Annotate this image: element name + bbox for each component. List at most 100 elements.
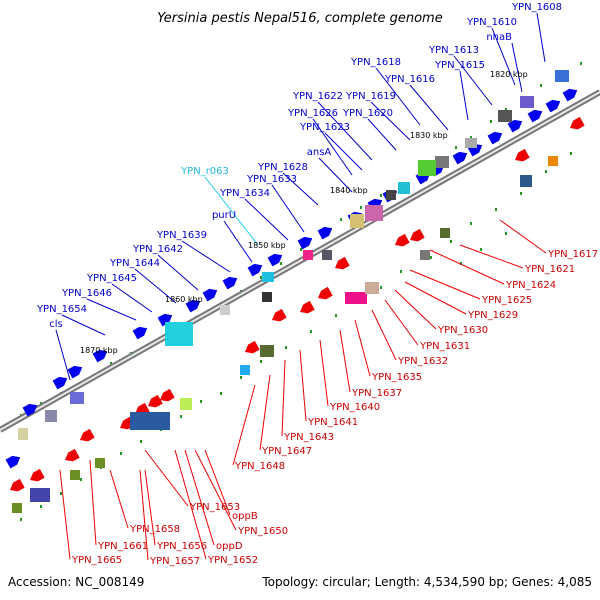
- forward-gene: [222, 276, 238, 290]
- forward-gene: [507, 119, 523, 133]
- gene-block: [70, 392, 84, 404]
- label-leader: [499, 219, 547, 254]
- gene-label: YPN_r063: [180, 166, 229, 177]
- noncoding-mark: [400, 270, 402, 273]
- gene-label: YPN_1616: [384, 74, 435, 85]
- noncoding-mark: [340, 218, 342, 221]
- gene-block: [440, 228, 450, 238]
- kbp-tick-label: 1830 kbp: [410, 131, 448, 140]
- label-leader: [312, 118, 353, 176]
- noncoding-mark: [180, 415, 182, 418]
- noncoding-mark: [200, 400, 202, 403]
- gene-block: [262, 292, 272, 302]
- reverse-gene: [335, 256, 350, 270]
- label-leader: [271, 184, 305, 233]
- forward-gene: [52, 376, 68, 390]
- gene-block: [465, 138, 477, 148]
- gene-block: [220, 305, 230, 315]
- gene-label: YPN_1653: [189, 502, 240, 513]
- label-leader: [144, 469, 156, 546]
- forward-gene: [297, 236, 313, 250]
- gene-label: YPN_1617: [547, 249, 598, 260]
- gene-label: YPN_1632: [397, 356, 448, 367]
- forward-gene: [527, 109, 543, 123]
- noncoding-mark: [380, 286, 382, 289]
- forward-gene: [185, 299, 201, 313]
- reverse-gene: [160, 388, 175, 402]
- gene-label: purU: [212, 210, 236, 221]
- accession-text: Accession: NC_008149: [8, 575, 144, 589]
- gene-labels-bottom: YPN_1617 YPN_1621 YPN_1624 YPN_1625 YPN_1629…: [71, 249, 598, 567]
- forward-gene: [487, 131, 503, 145]
- gene-label: YPN_1620: [342, 108, 393, 119]
- gene-label: YPN_1643: [283, 432, 334, 443]
- forward-gene: [67, 365, 83, 379]
- gene-label: YPN_1624: [505, 280, 556, 291]
- label-leader: [109, 469, 129, 529]
- label-leader: [299, 349, 307, 422]
- label-leader: [394, 289, 437, 330]
- reverse-gene: [515, 148, 530, 162]
- label-leader: [184, 449, 215, 546]
- label-leader: [409, 84, 449, 131]
- label-leader: [232, 384, 256, 466]
- label-leader: [339, 329, 351, 393]
- gene-block: [240, 365, 250, 375]
- gene-label: YPN_1640: [329, 402, 380, 413]
- gene-label: YPN_1650: [237, 526, 288, 537]
- gene-block: [498, 110, 512, 122]
- forward-gene: [92, 349, 108, 363]
- gene-label: YPN_1629: [467, 310, 518, 321]
- forward-gene: [317, 226, 333, 240]
- gene-block: [520, 175, 532, 187]
- noncoding-mark: [545, 170, 547, 173]
- gene-label: nhaB: [486, 32, 512, 43]
- reverse-gene: [395, 233, 410, 247]
- gene-label: YPN_1661: [97, 541, 148, 552]
- noncoding-mark: [110, 362, 112, 365]
- map-title: Yersinia pestis Nepal516, complete genom…: [157, 11, 442, 26]
- gene-label: oppB: [232, 511, 258, 522]
- noncoding-mark: [520, 192, 522, 195]
- reverse-gene: [272, 308, 287, 322]
- gene-label: cls: [49, 319, 63, 330]
- label-leader: [318, 157, 353, 193]
- gene-label: YPN_1637: [351, 388, 402, 399]
- label-leader: [181, 240, 231, 273]
- forward-gene: [562, 88, 578, 102]
- label-leader: [204, 176, 259, 246]
- gene-label: YPN_1618: [350, 57, 401, 68]
- gene-label: YPN_1633: [246, 174, 297, 185]
- noncoding-mark: [540, 84, 542, 87]
- gene-block: [418, 160, 436, 176]
- label-leader: [453, 55, 493, 106]
- label-leader: [259, 374, 271, 451]
- gene-block: [180, 398, 192, 410]
- noncoding-mark: [280, 262, 282, 265]
- kbp-tick-label: 1840 kbp: [330, 186, 368, 195]
- reverse-gene: [318, 286, 333, 300]
- label-leader: [223, 220, 253, 263]
- noncoding-mark: [335, 314, 337, 317]
- label-leader: [324, 132, 363, 171]
- noncoding-mark: [430, 256, 432, 259]
- label-leader: [371, 309, 397, 361]
- noncoding-mark: [580, 62, 582, 65]
- forward-gene: [267, 253, 283, 267]
- gene-block: [95, 458, 105, 468]
- label-leader: [367, 118, 397, 151]
- label-leader: [59, 469, 71, 560]
- label-leader: [536, 12, 546, 63]
- gene-block: [18, 428, 28, 440]
- gene-label: YPN_1656: [156, 541, 207, 552]
- label-leader: [61, 314, 106, 336]
- topology-text: Topology: circular; Length: 4,534,590 bp…: [261, 575, 592, 589]
- reverse-gene: [30, 468, 45, 482]
- noncoding-mark: [460, 262, 462, 265]
- gene-label: YPN_1615: [434, 60, 485, 71]
- label-leader: [55, 329, 71, 381]
- noncoding-mark: [285, 346, 287, 349]
- gene-block: [365, 205, 383, 221]
- gene-label: YPN_1613: [428, 45, 479, 56]
- gene-label: YPN_1635: [371, 372, 422, 383]
